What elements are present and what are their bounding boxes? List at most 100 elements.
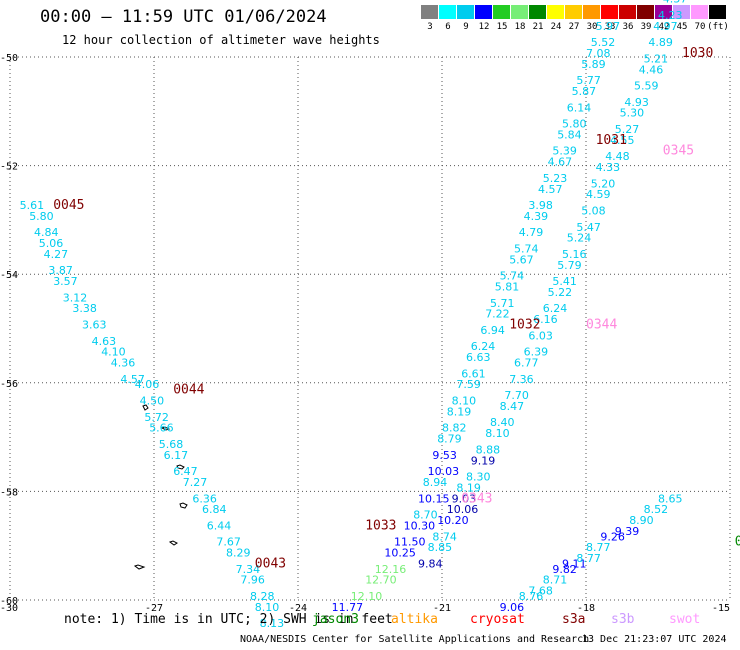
wave-height-value: 9.53 <box>432 449 457 462</box>
scale-label: 36 <box>622 22 634 32</box>
wave-height-value: 5.59 <box>634 80 659 93</box>
footer-note: note: 1) Time is in UTC; 2) SWH is in fe… <box>64 612 393 627</box>
generated-timestamp: 13 Dec 21:23:07 UTC 2024 <box>582 634 727 645</box>
lon-tick-label: -15 <box>712 603 730 614</box>
wave-height-value: 7.34 <box>236 563 261 576</box>
legend-s3a: s3a <box>562 612 586 627</box>
color-scale-legend: 3 6 9 12 15 18 21 24 27 30 33 36 39 42 45 70 (ft) <box>421 5 729 32</box>
wave-height-value: 10.25 <box>384 547 416 560</box>
wave-height-value: 4.89 <box>648 36 673 49</box>
wave-height-value: 5.39 <box>552 145 577 158</box>
legend-cryosat: cryosat <box>470 612 525 627</box>
lon-tick-label: -21 <box>433 603 451 614</box>
wave-height-value: 3.87 <box>48 264 73 277</box>
wave-height-value: 5.41 <box>552 275 577 288</box>
wave-height-value: 6.24 <box>471 340 496 353</box>
wave-height-value: 8.52 <box>644 503 669 516</box>
wave-height-value: 4.39 <box>524 210 549 223</box>
wave-height-value: 8.10 <box>452 395 477 408</box>
pass-time-label: 0343 <box>461 491 492 506</box>
wave-height-value: 5.22 <box>548 286 573 299</box>
pass-time-label: 0345 <box>663 144 694 159</box>
wave-height-value: 5.77 <box>576 74 601 87</box>
wave-height-value: 5.21 <box>644 52 669 65</box>
pass-time-label: 0044 <box>173 383 204 398</box>
scale-swatch <box>673 5 690 19</box>
wave-height-value: 3.12 <box>63 291 88 304</box>
scale-label: 33 <box>604 22 616 32</box>
scale-label: 12 <box>478 22 490 32</box>
wave-height-value: 4.57 <box>120 373 144 386</box>
wave-height-value: 8.77 <box>576 552 601 565</box>
scale-label: 39 <box>640 22 652 32</box>
credit-text: NOAA/NESDIS Center for Satellite Applica… <box>240 634 590 645</box>
scale-label: 45 <box>676 22 688 32</box>
wave-height-value: 6.16 <box>533 313 558 326</box>
wave-height-value: 12.10 <box>351 590 383 603</box>
wave-height-value: 4.67 <box>548 156 573 169</box>
lat-tick-label: -60 <box>0 596 18 607</box>
scale-label: (ft) <box>707 22 729 32</box>
wave-height-value: 5.61 <box>20 199 44 212</box>
wave-height-value: 4.57 <box>538 183 563 196</box>
wave-height-value: 8.13 <box>260 617 285 630</box>
wave-height-value: 6.61 <box>461 367 486 380</box>
legend-swot: swot <box>669 612 701 627</box>
lon-tick-label: -27 <box>145 603 163 614</box>
scale-swatch <box>421 5 438 19</box>
wave-height-value: 4.46 <box>639 63 664 76</box>
wave-height-value: 6.77 <box>514 357 539 370</box>
wave-height-value: 9.06 <box>500 601 524 614</box>
scale-swatch <box>547 5 564 19</box>
scale-label: 6 <box>445 22 451 32</box>
wave-height-value: 6.17 <box>164 449 189 462</box>
scale-swatch <box>619 5 636 19</box>
wave-height-value: 6.03 <box>528 329 553 342</box>
wave-height-value: 6.24 <box>543 302 568 315</box>
wave-height-value: 5.47 <box>576 221 601 234</box>
wave-height-value: 7.70 <box>504 389 529 402</box>
wave-height-value: 9.19 <box>471 454 496 467</box>
wave-height-value: 5.74 <box>514 242 539 255</box>
wave-height-value: 8.85 <box>428 541 453 554</box>
wave-height-value: 8.19 <box>447 405 472 418</box>
wave-height-value: 9.84 <box>418 557 443 570</box>
lon-tick-label: -24 <box>289 603 307 614</box>
wave-height-value: 8.19 <box>456 481 481 494</box>
wave-height-value: 8.10 <box>485 427 510 440</box>
wave-height-value: 5.71 <box>490 297 515 310</box>
wave-height-value: 12.16 <box>375 563 407 576</box>
wave-height-value: 3.98 <box>528 199 553 212</box>
wave-height-value: 5.80 <box>562 118 587 131</box>
scale-swatch <box>691 5 708 19</box>
wave-height-value: 9.11 <box>562 557 587 570</box>
island-outline <box>176 464 185 470</box>
wave-height-value: 6.44 <box>207 519 232 532</box>
axis-labels: -30 -27 -24 -21 -18 -15 -50 -52 -54 -56 -58 -60 <box>0 53 730 614</box>
wave-height-value: 5.52 <box>591 36 616 49</box>
legend-altika: altika <box>391 612 438 627</box>
lat-tick-label: -56 <box>0 379 18 390</box>
scale-swatch <box>439 5 456 19</box>
wave-height-value: 8.29 <box>226 547 251 560</box>
wave-height-value: 6.94 <box>480 324 505 337</box>
wave-height-value: 6.47 <box>173 465 198 478</box>
scale-label: 18 <box>514 22 526 32</box>
scale-swatch <box>475 5 492 19</box>
wave-height-value: 6.63 <box>466 351 491 364</box>
island-outline <box>179 502 188 509</box>
wave-height-value: 5.84 <box>557 128 582 141</box>
wave-height-value: 6.39 <box>524 346 549 359</box>
wave-height-value: 8.88 <box>476 443 501 456</box>
scale-label: 9 <box>463 22 469 32</box>
wave-height-value: 4.84 <box>34 226 59 239</box>
scale-swatch <box>529 5 546 19</box>
wave-height-value: 7.36 <box>509 373 534 386</box>
scale-swatch <box>511 5 528 19</box>
wave-height-value: 4.36 <box>111 357 136 370</box>
wave-height-value: 11.77 <box>332 601 364 614</box>
wave-height-value: 3.57 <box>53 275 77 288</box>
wave-height-value: 7.96 <box>240 574 265 587</box>
wave-height-value: 4.33 <box>596 161 621 174</box>
